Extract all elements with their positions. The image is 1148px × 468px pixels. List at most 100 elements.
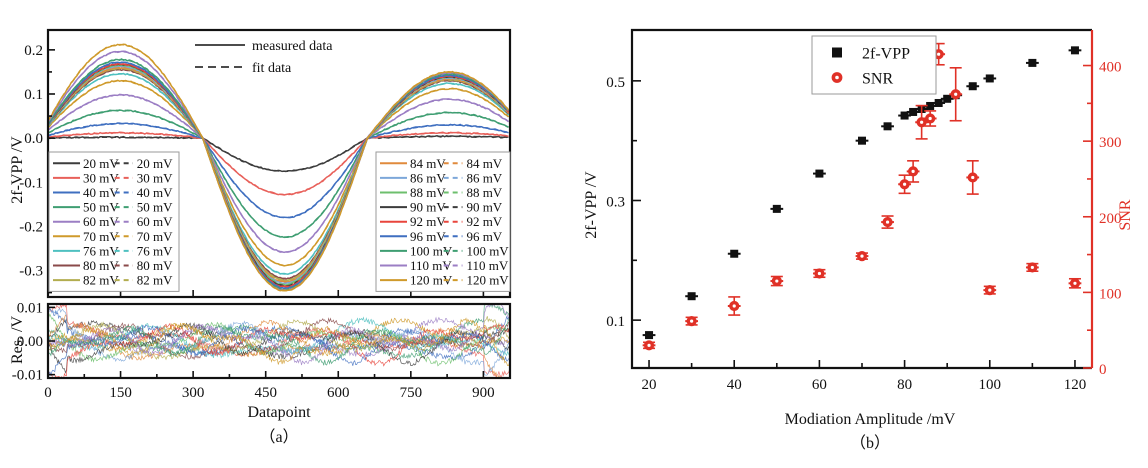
legend-label-fit: 30 mV <box>137 170 173 185</box>
marker-circle-inner <box>860 254 864 258</box>
panel-a-xtick-label: 750 <box>400 385 423 401</box>
panel-a-legend-right-item[interactable]: 96 mV 96 mV <box>380 229 503 244</box>
marker-circle-inner <box>928 116 932 121</box>
marker-square <box>1028 58 1037 67</box>
legend-label-fit: 86 mV <box>466 170 502 185</box>
marker-circle-inner <box>775 279 779 283</box>
residual-84mV <box>48 314 501 378</box>
curve-measured-96mV <box>48 61 509 290</box>
panel-a-curves <box>48 43 510 292</box>
marker-square <box>968 82 977 91</box>
panel-b-ylabel-left: 2f-VPP /V <box>583 171 600 239</box>
panel-a-legend-right-item[interactable]: 92 mV 92 mV <box>380 214 503 229</box>
panel-b-legend-item[interactable]: 2f-VPP <box>832 46 910 63</box>
panel-a-legend-left-item[interactable]: 50 mV 50 mV <box>53 200 173 215</box>
legend-label-measured: 84 mV <box>410 156 446 171</box>
residual-82mV <box>48 316 510 361</box>
panel-a-legend-left-item[interactable]: 40 mV 40 mV <box>53 185 173 200</box>
marker-circle-inner <box>920 120 924 124</box>
legend-label-fit: 60 mV <box>137 214 173 229</box>
marker-circle-inner <box>647 343 651 347</box>
marker-circle-inner <box>937 52 941 56</box>
panel-a-xtick-label: 450 <box>254 385 277 401</box>
panel-a-ytick-label: 0.2 <box>24 43 43 59</box>
style-legend-label: measured data <box>252 39 333 54</box>
panel-a-legend-right-item[interactable]: 110 mV 110 mV <box>380 258 509 273</box>
panel-a-legend-left-item[interactable]: 30 mV 30 mV <box>53 170 173 185</box>
residual-96mV <box>48 324 510 377</box>
curve-measured-60mV <box>48 93 510 254</box>
marker-square <box>687 292 696 301</box>
panel-a-legend-right-item[interactable]: 88 mV 88 mV <box>380 185 503 200</box>
panel-a-legend-left-item[interactable]: 76 mV 76 mV <box>53 243 173 258</box>
panel-b-xtick-label: 100 <box>979 377 1002 393</box>
legend-label-fit: 92 mV <box>466 214 502 229</box>
panel-a-ylabel-residual: Res. /V <box>9 316 26 364</box>
panel-b-legend-item[interactable]: SNR <box>831 71 894 88</box>
panel-b-legend[interactable]: 2f-VPP SNR <box>811 35 937 95</box>
panel-b-ylabel-right: SNR <box>1117 199 1134 230</box>
legend-label-measured: 40 mV <box>83 185 119 200</box>
panel-a-xtick-label: 600 <box>327 385 350 401</box>
panel-a-legend-right-item[interactable]: 100 mV 100 mV <box>380 243 509 258</box>
panel-a-legend-right-item[interactable]: 86 mV 86 mV <box>380 170 503 185</box>
panel-a-legend-left-item[interactable]: 82 mV 82 mV <box>53 273 173 288</box>
panel-b-ytick-right-label: 0 <box>1099 362 1107 378</box>
marker-square <box>909 107 918 116</box>
panel-a-xtick-label: 300 <box>182 385 205 401</box>
panel-a-legend-left-item[interactable]: 80 mV 80 mV <box>53 258 173 273</box>
panel-a-ytick-label: -0.3 <box>19 264 43 280</box>
legend-label-measured: 50 mV <box>83 200 119 215</box>
panel-a-legend-left-item[interactable]: 70 mV 70 mV <box>53 229 173 244</box>
panel-a-xtick-label: 0 <box>44 385 52 401</box>
legend-label-fit: 76 mV <box>137 243 173 258</box>
marker-circle-inner <box>732 304 736 308</box>
marker-circle-inner <box>911 169 915 174</box>
legend-label-fit: 100 mV <box>466 243 509 258</box>
legend-label-fit: 84 mV <box>466 156 502 171</box>
marker-circle-inner <box>1073 281 1077 285</box>
panel-a-main-axes <box>46 28 512 299</box>
panel-a-legend-right-item[interactable]: 84 mV 84 mV <box>380 156 503 171</box>
style-legend-label: fit data <box>252 61 292 76</box>
residual-100mV <box>48 316 510 366</box>
marker-circle-inner <box>690 319 694 323</box>
panel-b-ytick-right-label: 200 <box>1099 211 1122 227</box>
legend-marker-circle-inner <box>835 75 839 80</box>
legend-marker-square <box>832 47 842 58</box>
panel-a-legend-right-item[interactable]: 120 mV 120 mV <box>380 273 509 288</box>
legend-label-fit: 96 mV <box>466 229 502 244</box>
marker-square <box>1070 46 1079 55</box>
panel-a-xlabel: Datapoint <box>247 404 311 421</box>
residual-76mV <box>48 316 510 359</box>
marker-square <box>900 111 909 120</box>
curve-measured-120mV <box>48 43 510 292</box>
marker-square <box>934 98 943 107</box>
panel-a-legend-right-item[interactable]: 90 mV 90 mV <box>380 200 503 215</box>
legend-label-measured: 76 mV <box>83 243 119 258</box>
legend-label-fit: 20 mV <box>137 156 173 171</box>
panel-a-xtick-label: 150 <box>109 385 132 401</box>
legend-label-fit: 40 mV <box>137 185 173 200</box>
curve-measured-50mV <box>48 109 509 239</box>
legend-label-measured: 80 mV <box>83 258 119 273</box>
panel-a-legend-left-item[interactable]: 20 mV 20 mV <box>53 156 173 171</box>
panel-a-ytick-label: 0.0 <box>24 131 43 147</box>
marker-square <box>772 204 781 213</box>
series-SNR <box>642 42 1082 351</box>
legend-label-fit: 82 mV <box>137 273 173 288</box>
legend-label-measured: 88 mV <box>410 185 446 200</box>
panel-a-svg: 0 150 300 450 600 750 900 0.2 0.1 0.0 -0.1 -0.2 -0.3… <box>9 28 512 446</box>
panel-a-residual-axes <box>46 302 512 380</box>
panel-b-legend-label: SNR <box>862 71 893 88</box>
curve-measured-84mV <box>48 66 510 283</box>
marker-square <box>943 94 952 103</box>
panel-b-ytick-right-label: 300 <box>1099 135 1122 151</box>
legend-label-fit: 50 mV <box>137 200 173 215</box>
curve-measured-86mV <box>48 65 509 285</box>
curve-measured-100mV <box>48 58 510 291</box>
panel-b-caption: （b） <box>850 434 890 452</box>
panel-a-legend-left-item[interactable]: 60 mV 60 mV <box>53 214 173 229</box>
